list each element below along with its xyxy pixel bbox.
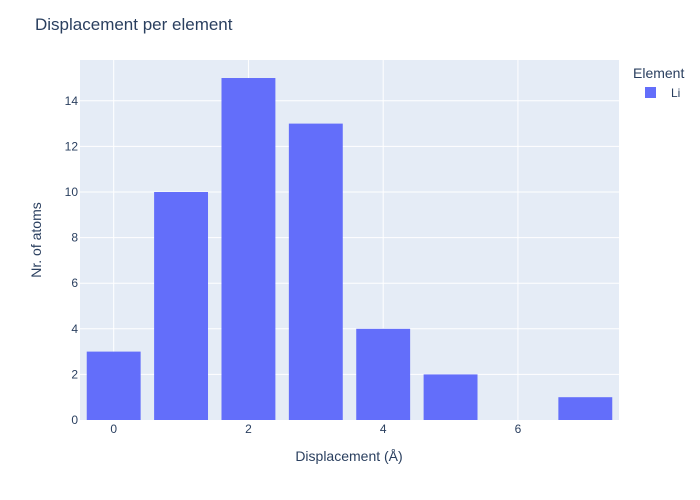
legend-title: Element (633, 65, 684, 81)
bar-2[interactable] (221, 78, 276, 420)
bar-4[interactable] (356, 328, 411, 420)
bar-0[interactable] (86, 351, 141, 420)
x-axis-label: Displacement (Å) (295, 448, 402, 464)
bar-5[interactable] (423, 374, 478, 420)
y-tick-label: 2 (71, 367, 78, 381)
y-tick-label: 8 (71, 231, 78, 245)
x-tick-label: 0 (110, 422, 117, 436)
legend: Element Li (633, 65, 684, 100)
y-axis-label: Nr. of atoms (28, 202, 44, 277)
y-tick-label: 12 (65, 139, 79, 153)
chart-title: Displacement per element (35, 15, 233, 34)
y-tick-label: 6 (71, 276, 78, 290)
y-tick-label: 4 (71, 322, 78, 336)
legend-swatch (645, 87, 656, 98)
x-tick-label: 2 (245, 422, 252, 436)
y-axis-ticks: 0 2 4 6 8 10 12 14 (65, 94, 79, 427)
legend-label: Li (671, 86, 680, 100)
y-tick-label: 0 (71, 413, 78, 427)
x-tick-label: 4 (380, 422, 387, 436)
bar-1[interactable] (154, 192, 209, 420)
x-axis-ticks: 0 2 4 6 (110, 422, 521, 436)
bar-3[interactable] (288, 123, 343, 421)
y-tick-label: 14 (65, 94, 79, 108)
bar-7[interactable] (558, 397, 613, 420)
bars (86, 78, 613, 421)
legend-item-li[interactable]: Li (645, 86, 680, 100)
y-tick-label: 10 (65, 185, 79, 199)
x-tick-label: 6 (515, 422, 522, 436)
